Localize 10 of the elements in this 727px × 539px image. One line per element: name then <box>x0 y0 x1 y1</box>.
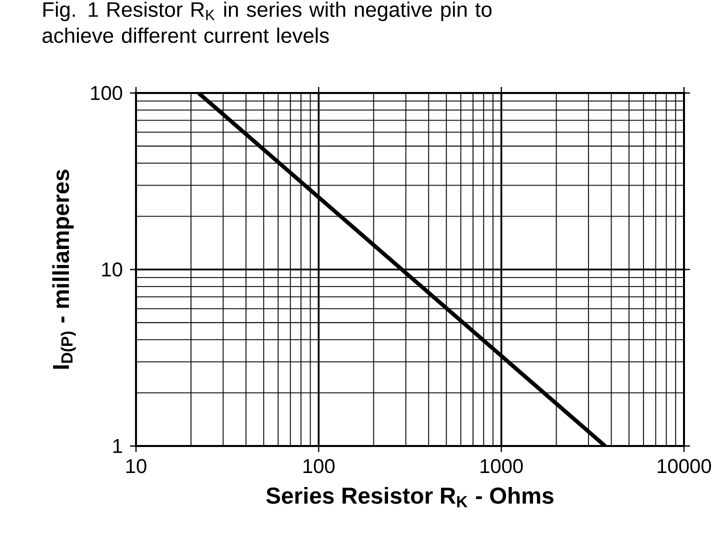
x-tick-label: 10 <box>126 459 146 474</box>
x-axis-title: Series Resistor R$_{K}$ - Ohms <box>266 486 554 508</box>
chart-title: Fig. 1 Resistor R$_{K}$ in series with negative pin to achieve different current levels <box>42 2 492 43</box>
y-axis-title: I$_{D(P)}$ - milliamperes <box>52 170 76 369</box>
x-tick-label: 10000 <box>658 459 712 474</box>
x-tick-label: 100 <box>304 459 335 474</box>
y-tick-label: 100 <box>91 86 122 100</box>
y-tick-label: 10 <box>102 262 122 277</box>
y-tick-label: 1 <box>113 439 122 453</box>
x-tick-label: 1000 <box>480 459 523 474</box>
